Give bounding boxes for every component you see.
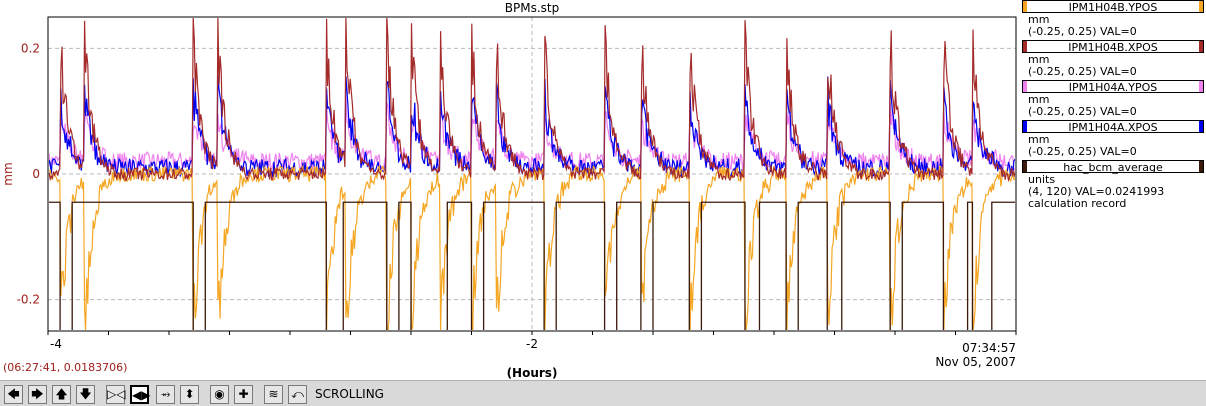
legend-swatch xyxy=(1199,41,1203,52)
legend-detail: units xyxy=(1028,173,1056,186)
zoom-in-horizontal-icon[interactable]: ▷◁ xyxy=(106,385,125,404)
legend-swatch xyxy=(1199,81,1203,92)
legend-detail: mm xyxy=(1028,53,1050,66)
y-tick-label: -0.2 xyxy=(17,293,40,307)
chart-title: BPMs.stp xyxy=(505,1,559,15)
legend-swatch xyxy=(1023,161,1027,172)
add-icon[interactable]: ✚ xyxy=(234,385,253,404)
legend-detail: mm xyxy=(1028,133,1050,146)
legend-swatch xyxy=(1199,1,1203,12)
series-line-hac-bcm-average xyxy=(49,201,1015,330)
legend-entry-ipm1h04a-xpos[interactable]: IPM1H04A.XPOS xyxy=(1022,120,1204,134)
legend-swatch xyxy=(1023,1,1027,12)
legend-label: IPM1H04A.YPOS xyxy=(1068,81,1158,94)
scroll-back-icon[interactable]: ⤺ xyxy=(288,385,307,404)
x-end-time: 07:34:57 xyxy=(962,341,1016,355)
legend-detail: (-0.25, 0.25) VAL=0 xyxy=(1028,25,1137,38)
legend-swatch xyxy=(1199,161,1203,172)
legend-detail: (-0.25, 0.25) VAL=0 xyxy=(1028,145,1137,158)
zoom-out-vertical-icon[interactable]: ⬍ xyxy=(180,385,199,404)
series-line-ipm1h04b-xpos xyxy=(49,18,1015,183)
legend-entry-ipm1h04a-ypos[interactable]: IPM1H04A.YPOS xyxy=(1022,80,1204,94)
x-end-date: Nov 05, 2007 xyxy=(935,355,1016,369)
y-tick-label: 0 xyxy=(32,167,40,181)
legend-swatch xyxy=(1023,121,1027,132)
legend-detail: calculation record xyxy=(1028,197,1127,210)
legend-label: hac_bcm_average xyxy=(1063,161,1163,174)
mode-label: SCROLLING xyxy=(315,387,384,401)
arrow-right-icon[interactable]: 🡆 xyxy=(28,385,47,404)
legend-detail: (-0.25, 0.25) VAL=0 xyxy=(1028,65,1137,78)
legend-swatch xyxy=(1023,81,1027,92)
toolbar: 🡄 🡆 🡅 🡇 ▷◁ ◀▶ ⥇ ⬍ ◉ ✚ ≋ ⤺ SCROLLING xyxy=(0,380,1206,406)
x-axis-label: (Hours) xyxy=(507,366,558,380)
legend-entry-ipm1h04b-ypos[interactable]: IPM1H04B.YPOS xyxy=(1022,0,1204,14)
arrow-left-icon[interactable]: 🡄 xyxy=(4,385,23,404)
legend-label: IPM1H04B.XPOS xyxy=(1068,41,1158,54)
x-tick-label: -4 xyxy=(50,337,62,351)
legend-detail: mm xyxy=(1028,13,1050,26)
arrow-down-icon[interactable]: 🡇 xyxy=(76,385,95,404)
legend-label: IPM1H04B.YPOS xyxy=(1068,1,1158,14)
zoom-in-vertical-icon[interactable]: ⥇ xyxy=(156,385,175,404)
y-axis-label: mm xyxy=(1,162,15,185)
x-tick-label: -2 xyxy=(526,337,538,351)
cursor-readout: (06:27:41, 0.0183706) xyxy=(3,361,128,374)
legend-swatch xyxy=(1023,41,1027,52)
stack-icon[interactable]: ≋ xyxy=(264,385,283,404)
zoom-out-horizontal-icon[interactable]: ◀▶ xyxy=(130,385,150,404)
legend-entry-hac-bcm-average[interactable]: hac_bcm_average xyxy=(1022,160,1204,174)
auto-scale-icon[interactable]: ◉ xyxy=(210,385,229,404)
y-tick-label: 0.2 xyxy=(21,41,40,55)
legend-label: IPM1H04A.XPOS xyxy=(1068,121,1158,134)
legend-detail: (4, 120) VAL=0.0241993 xyxy=(1028,185,1165,198)
arrow-up-icon[interactable]: 🡅 xyxy=(52,385,71,404)
legend-detail: mm xyxy=(1028,93,1050,106)
legend-detail: (-0.25, 0.25) VAL=0 xyxy=(1028,105,1137,118)
legend-swatch xyxy=(1199,121,1203,132)
legend-entry-ipm1h04b-xpos[interactable]: IPM1H04B.XPOS xyxy=(1022,40,1204,54)
